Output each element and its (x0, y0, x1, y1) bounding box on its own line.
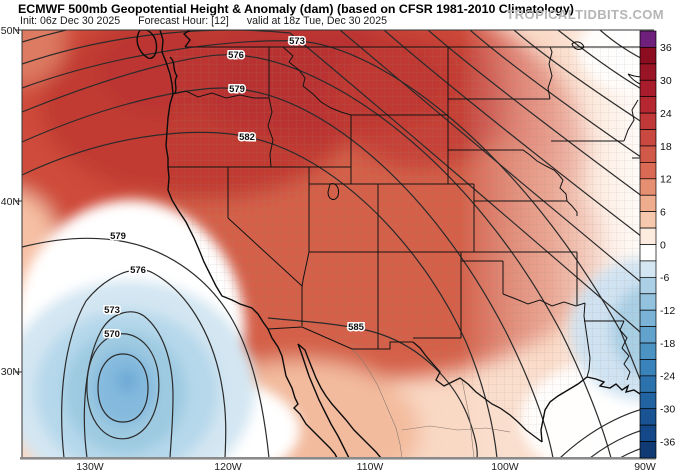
page-title: ECMWF 500mb Geopotential Height & Anomal… (18, 2, 574, 16)
rio-grande (412, 341, 543, 443)
colorbar-tick-label: -6 (660, 272, 669, 284)
height-contours (22, 30, 654, 458)
lat-axis-label: 40N (1, 196, 20, 208)
forecast-hour: Forecast Hour: [12] (138, 15, 229, 27)
colorbar-tick-label: -30 (660, 404, 675, 416)
colorbar-tick-labels: 36 30 24 18 12 6 0 -6 -12 -18 -24 -30 -36 (660, 42, 675, 448)
low-570-contour (86, 333, 160, 440)
contour-label: 573 (289, 36, 305, 47)
colorbar-cell (639, 112, 657, 130)
colorbar-cell (639, 79, 657, 98)
colorbar-cell (639, 277, 657, 295)
valid-time: valid at 18z Tue, Dec 30 2025 (246, 15, 387, 27)
lat-axis-label: 50N (1, 25, 20, 37)
colorbar-cell (639, 47, 657, 65)
county-lines-texture (163, 47, 654, 442)
great-salt-lake (327, 183, 339, 200)
contour-label: 576 (130, 265, 146, 276)
colorbar-tick-label: -12 (660, 305, 675, 317)
colorbar-cell (639, 309, 657, 327)
lon-axis-label: 90W (634, 461, 656, 473)
colorbar-cell (639, 293, 657, 311)
init-time: Init: 06z Dec 30 2025 (20, 15, 121, 27)
low-576-contour (61, 269, 227, 458)
contour-label: 579 (229, 84, 245, 95)
colorbar-tick-label: 6 (660, 207, 666, 219)
colorbar-cell (639, 63, 657, 81)
lon-axis-label: 130W (76, 461, 104, 473)
colorbar-tick-label: 30 (660, 75, 672, 87)
colorbar-cell (639, 326, 657, 344)
lon-axis-label: 110W (357, 461, 384, 473)
colorbar (639, 30, 657, 459)
colorbar-cell (639, 424, 657, 442)
state-borders (168, 46, 654, 381)
colorbar-cell (639, 129, 657, 147)
contour-label: 573 (104, 305, 120, 316)
colorbar-cell (639, 96, 657, 114)
brand-watermark: TROPICALTIDBITS.COM (506, 7, 664, 22)
lon-axis-label: 100W (491, 461, 519, 473)
low-567-contour (97, 353, 149, 423)
longitude-axis: 130W 120W 110W 100W 90W (76, 461, 656, 473)
colorbar-tick-label: -36 (660, 436, 675, 448)
contour-label: 585 (348, 322, 365, 333)
colorbar-cell (639, 260, 657, 278)
colorbar-cell (639, 145, 657, 163)
latitude-axis: 50N 40N 30N (1, 25, 20, 378)
colorbar-cell (639, 194, 657, 212)
contour-label: 576 (228, 50, 244, 61)
plot-frame (15, 29, 656, 460)
ridge-585-contour (267, 317, 478, 458)
colorbar-cell (639, 178, 657, 196)
colorbar-tick-label: -18 (660, 338, 675, 350)
colorbar-cell (639, 391, 657, 410)
contour-label: 570 (104, 329, 120, 340)
colorbar-cell (639, 30, 657, 48)
colorbar-cell (639, 441, 657, 459)
colorbar-cell (639, 162, 657, 180)
colorbar-tick-label: 12 (660, 174, 672, 186)
colorbar-tick-label: 0 (660, 239, 666, 251)
lon-axis-label: 120W (214, 461, 242, 473)
colorbar-cell (639, 359, 657, 377)
colorbar-tick-label: 36 (660, 42, 672, 54)
colorbar-tick-label: 24 (660, 108, 672, 120)
subtitle: Init: 06z Dec 30 2025 Forecast Hour: [12]… (20, 15, 387, 27)
colorbar-cell (639, 211, 657, 229)
colorbar-tick-label: 18 (660, 141, 672, 153)
contour-labels: 573 576 579 582 579 576 573 570 585 (103, 35, 367, 342)
colorbar-cell (639, 342, 657, 360)
colorbar-cell (639, 244, 657, 262)
lake-of-the-woods (571, 41, 585, 50)
colorbar-cell (639, 408, 657, 426)
contour-label: 582 (239, 132, 255, 143)
colorbar-cell (639, 375, 657, 393)
low-579-contour (22, 237, 270, 458)
contour-label: 579 (110, 231, 126, 242)
colorbar-cell (639, 227, 657, 245)
lat-axis-label: 30N (1, 366, 20, 378)
colorbar-tick-label: -24 (660, 371, 675, 383)
